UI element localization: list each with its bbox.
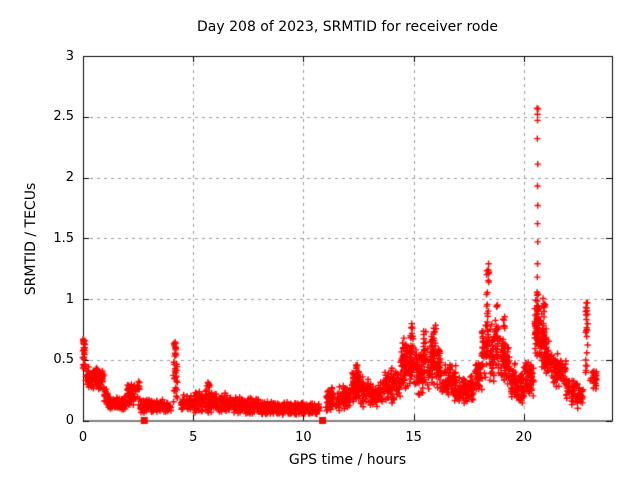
- x-axis-label: GPS time / hours: [288, 452, 407, 468]
- y-tick-label: 1: [65, 291, 74, 307]
- x-tick-label: 10: [295, 430, 312, 445]
- x-tick-label: 20: [515, 430, 533, 445]
- y-tick-label: 0: [65, 413, 74, 428]
- y-tick-label: 0.5: [53, 352, 74, 368]
- chart-title: Day 208 of 2023, SRMTID for receiver rod…: [197, 19, 498, 35]
- y-tick-label: 1.5: [53, 230, 74, 246]
- y-tick-label: 2.5: [53, 109, 74, 125]
- y-tick-label: 3: [65, 48, 74, 64]
- y-tick-label: 2: [65, 170, 74, 185]
- x-tick-label: 15: [405, 430, 422, 445]
- x-tick-label: 5: [189, 430, 198, 445]
- x-tick-label: 0: [78, 430, 88, 445]
